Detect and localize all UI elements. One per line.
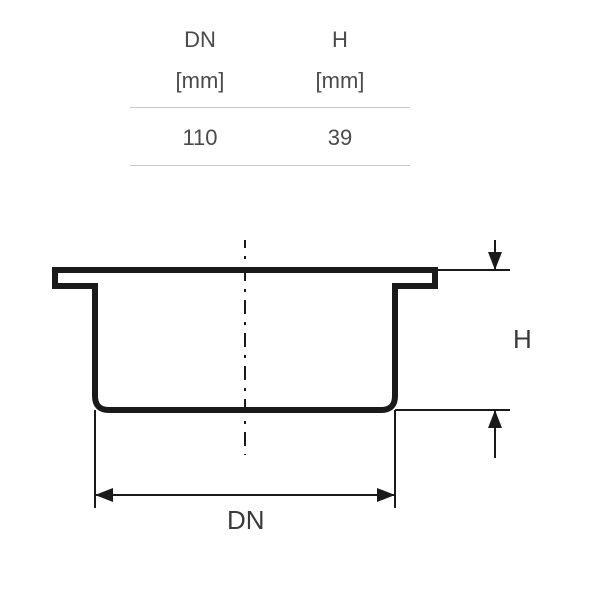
col-unit-dn: [mm] bbox=[130, 61, 270, 102]
col-unit-h: [mm] bbox=[270, 61, 410, 102]
spec-table: DN H [mm] [mm] 110 39 bbox=[130, 20, 410, 176]
cell-h: 39 bbox=[270, 118, 410, 159]
dimension-label-h: H bbox=[513, 324, 532, 355]
technical-drawing: DN H bbox=[40, 240, 580, 580]
cell-dn: 110 bbox=[130, 118, 270, 159]
col-header-h: H bbox=[270, 20, 410, 61]
table-separator bbox=[130, 165, 410, 166]
table-row: 110 39 bbox=[130, 118, 410, 159]
page: DN H [mm] [mm] 110 39 DN H bbox=[0, 0, 600, 600]
table-header-row: DN H bbox=[130, 20, 410, 61]
col-header-dn: DN bbox=[130, 20, 270, 61]
table-unit-row: [mm] [mm] bbox=[130, 61, 410, 102]
dimension-label-dn: DN bbox=[227, 505, 265, 536]
table-separator bbox=[130, 107, 410, 108]
